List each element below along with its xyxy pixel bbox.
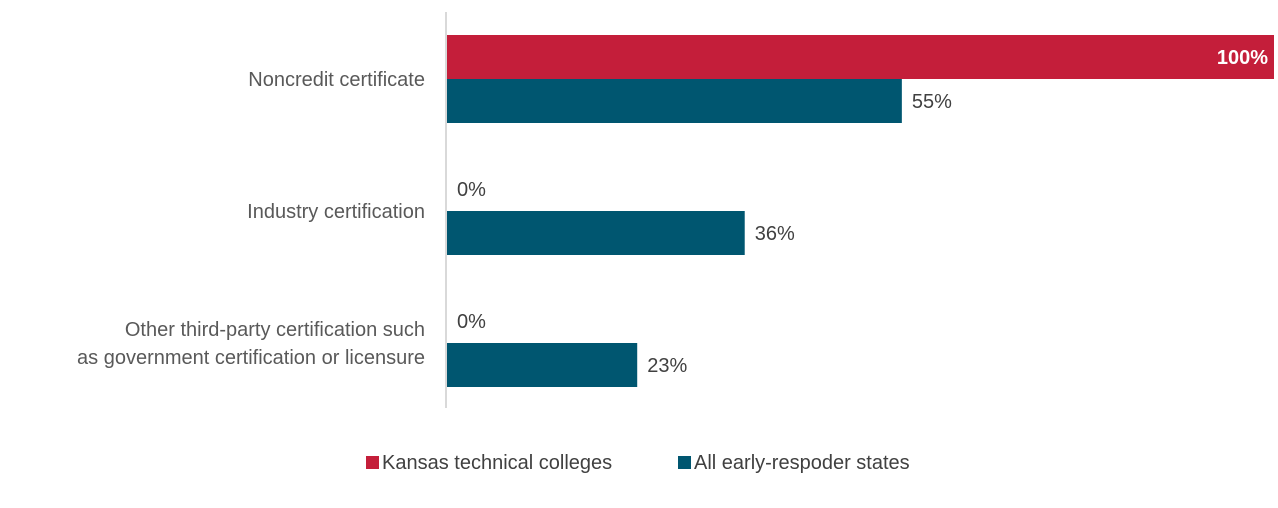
legend: Kansas technical colleges All early-respo… xyxy=(366,452,910,474)
legend-swatch xyxy=(366,456,379,469)
category-labels: Noncredit certificate Industry certificat… xyxy=(77,69,425,369)
data-label: 55% xyxy=(912,91,952,113)
legend-label: All early-respoder states xyxy=(694,452,910,474)
category-label: Noncredit certificate xyxy=(248,69,425,91)
category-label: Other third-party certification such xyxy=(125,319,425,341)
data-label: 36% xyxy=(755,223,795,245)
bar-kansas xyxy=(447,35,1274,79)
bar-all-states xyxy=(447,79,902,123)
data-labels: 100% 0% 0% 55% 36% 23% xyxy=(457,47,1268,377)
data-label: 0% xyxy=(457,311,486,333)
data-label: 100% xyxy=(1217,47,1268,69)
bar-all-states xyxy=(447,343,638,387)
data-label: 23% xyxy=(647,355,687,377)
bars xyxy=(447,35,1274,387)
bar-all-states xyxy=(447,211,745,255)
category-label: as government certification or licensure xyxy=(77,347,425,369)
legend-swatch xyxy=(678,456,691,469)
data-label: 0% xyxy=(457,179,486,201)
legend-label: Kansas technical colleges xyxy=(382,452,612,474)
category-label: Industry certification xyxy=(247,201,425,223)
